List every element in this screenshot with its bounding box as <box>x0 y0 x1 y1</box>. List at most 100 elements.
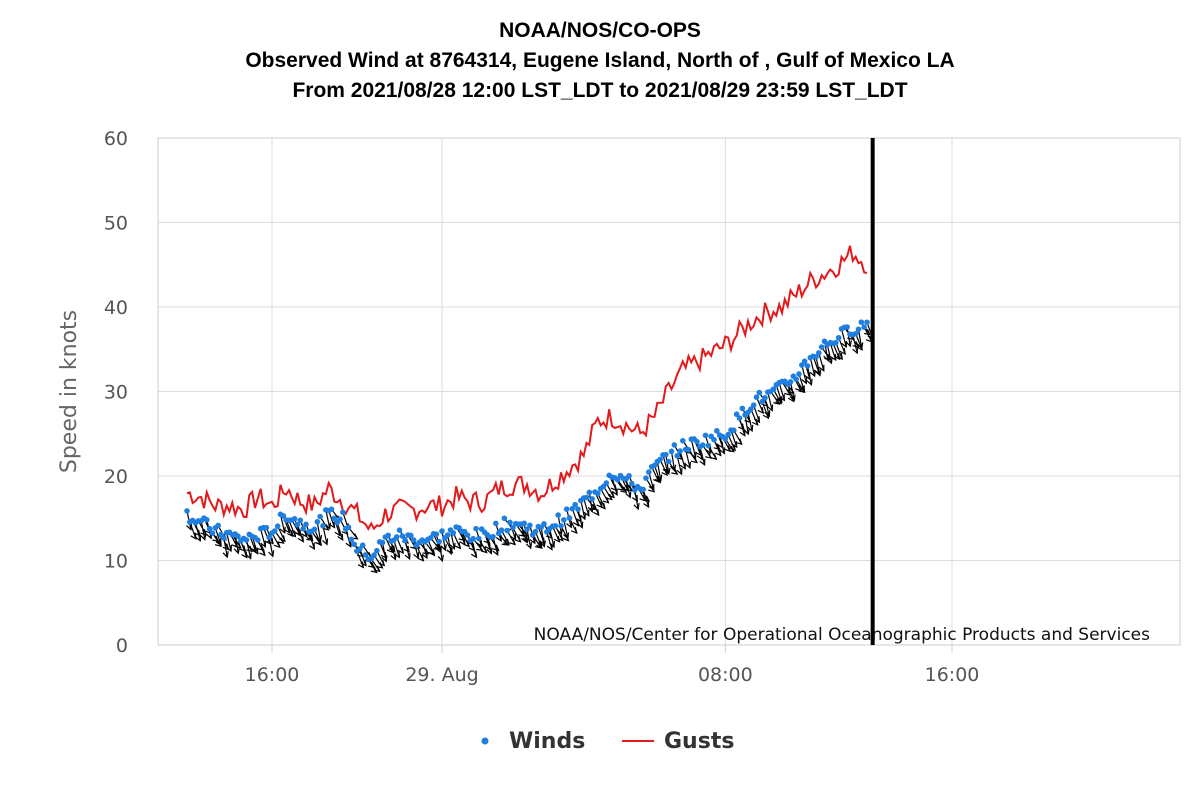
wind-arrow-head <box>370 566 378 574</box>
wind-arrow-head <box>633 503 640 511</box>
wind-arrow-head <box>525 542 533 550</box>
wind-arrow-shaft <box>526 529 532 549</box>
legend-winds-marker <box>481 737 489 745</box>
wind-point <box>663 451 669 458</box>
wind-point <box>498 527 505 533</box>
wind-arrow-head <box>852 341 860 348</box>
wind-arrow-head <box>268 550 275 558</box>
wind-point <box>317 513 323 520</box>
wind-arrow-head <box>570 527 578 535</box>
wind-arrow-shaft <box>189 521 197 539</box>
wind-point <box>739 405 746 412</box>
wind-arrow-head <box>643 495 651 502</box>
wind-arrow-head <box>566 521 573 529</box>
wind-arrow-shaft <box>509 522 517 540</box>
wind-arrow-shaft <box>260 528 266 547</box>
wind-point <box>450 530 457 536</box>
wind-arrow-head <box>200 533 207 541</box>
wind-arrow-head <box>279 535 286 543</box>
wind-arrow-head <box>577 521 584 529</box>
wind-point <box>589 496 595 502</box>
wind-point <box>626 472 632 479</box>
wind-arrow-head <box>863 328 871 336</box>
wind-direction-arrows <box>186 321 874 574</box>
wind-arrow-head <box>428 549 436 557</box>
wind-point <box>464 532 471 538</box>
wind-point <box>396 527 403 534</box>
wind-point <box>297 517 304 524</box>
chart-title-line-3: From 2021/08/28 12:00 LST_LDT to 2021/08… <box>292 79 907 102</box>
wind-arrow-head <box>233 547 240 555</box>
wind-arrow-head <box>241 551 248 559</box>
wind-point <box>793 376 799 383</box>
wind-point <box>816 350 822 356</box>
wind-arrow-shaft <box>288 520 296 537</box>
wind-arrow-head <box>664 467 671 476</box>
wind-point <box>433 531 440 537</box>
wind-arrow-head <box>620 486 628 494</box>
wind-arrow-shaft <box>656 461 662 481</box>
wind-arrow-head <box>337 533 344 541</box>
wind-point <box>643 475 649 481</box>
wind-point <box>705 442 712 449</box>
chart-title-line-2: Observed Wind at 8764314, Eugene Island,… <box>245 49 954 72</box>
wind-point <box>668 448 675 455</box>
wind-arrow-shaft <box>413 539 419 559</box>
wind-arrow-shaft <box>812 356 820 374</box>
wind-point <box>861 324 867 331</box>
wind-point <box>476 535 482 542</box>
wind-point <box>796 371 802 377</box>
wind-arrow-head <box>583 509 590 517</box>
wind-arrow-head <box>239 545 247 553</box>
wind-point <box>374 547 380 554</box>
chart-title-line-1: NOAA/NOS/CO-OPS <box>499 19 701 42</box>
wind-point <box>345 524 352 531</box>
legend-item-winds[interactable]: Winds <box>481 729 586 754</box>
legend-winds-label: Winds <box>509 729 585 754</box>
wind-arrow-head <box>572 519 579 527</box>
wind-arrow-head <box>539 540 546 548</box>
wind-arrow-shaft <box>665 454 670 474</box>
wind-point <box>235 533 241 540</box>
wind-arrow-shaft <box>699 446 706 466</box>
wind-arrow-shaft <box>747 412 753 432</box>
x-tick-label: 08:00 <box>698 664 753 686</box>
wind-arrow-shaft <box>214 527 222 546</box>
wind-arrow-shaft <box>492 536 499 555</box>
x-tick-label: 16:00 <box>925 664 980 686</box>
wind-arrow-shaft <box>826 344 833 364</box>
wind-point <box>532 528 539 535</box>
wind-point <box>572 501 578 508</box>
wind-point <box>371 552 377 559</box>
grid-lines <box>158 137 1180 646</box>
wind-point <box>818 344 825 350</box>
wind-arrow-shaft <box>583 497 590 516</box>
wind-point <box>552 523 559 529</box>
wind-point <box>804 363 811 369</box>
wind-arrow-head <box>357 561 365 569</box>
wind-point <box>753 394 760 400</box>
wind-arrow-head <box>699 458 706 467</box>
wind-arrow-shaft <box>713 439 722 456</box>
wind-point <box>410 537 417 543</box>
wind-point <box>813 354 819 360</box>
wind-point <box>835 334 842 341</box>
wind-arrow-shaft <box>648 471 655 491</box>
gusts-series[interactable] <box>186 245 868 531</box>
wind-arrow-shaft <box>390 540 397 560</box>
legend-item-gusts[interactable]: Gusts <box>622 729 734 754</box>
wind-arrow-head <box>309 542 316 551</box>
winds-series[interactable] <box>184 319 870 563</box>
wind-arrow-shaft <box>588 492 593 512</box>
wind-arrow-shaft <box>381 542 387 562</box>
wind-point <box>311 526 318 533</box>
wind-point <box>504 527 510 534</box>
wind-arrow-head <box>764 410 771 418</box>
wind-arrow-shaft <box>744 414 749 435</box>
wind-arrow-shaft <box>563 519 569 539</box>
wind-arrow-head <box>799 385 806 393</box>
wind-arrow-head <box>727 445 735 453</box>
wind-arrow-shaft <box>546 531 553 550</box>
wind-arrow-head <box>839 347 846 355</box>
wind-point <box>527 522 533 529</box>
